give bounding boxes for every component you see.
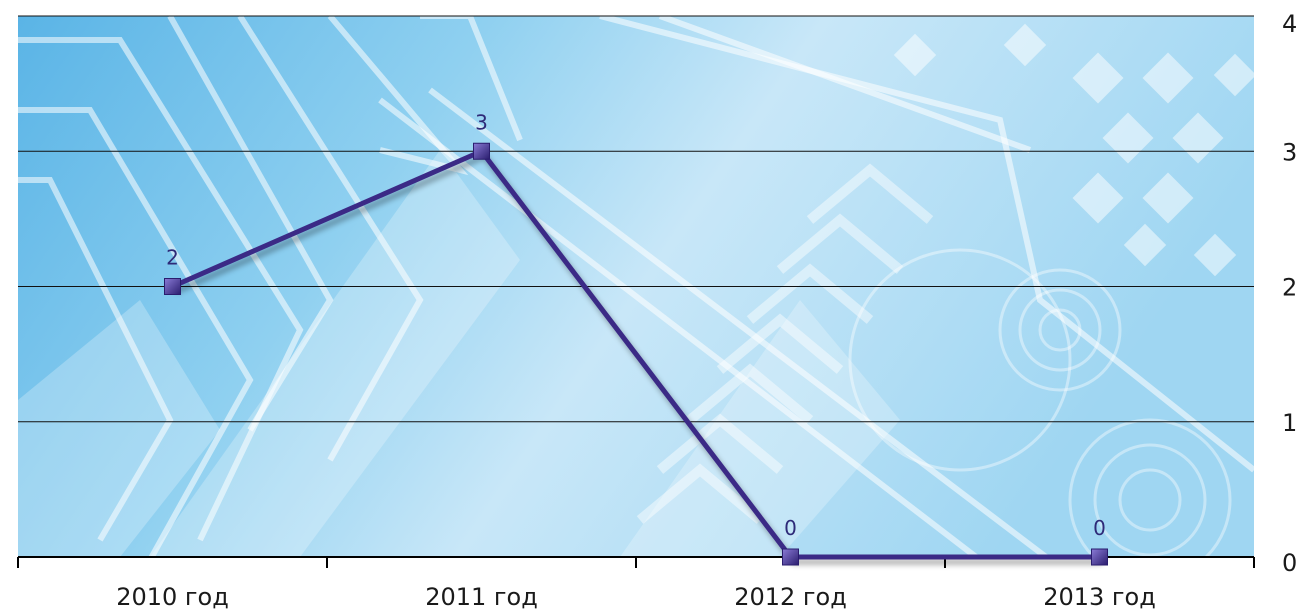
x-tick-label: 2013 год — [1043, 583, 1156, 610]
series-layer: 2 3 0 0 — [164, 110, 1108, 566]
y-tick-label: 4 — [1282, 10, 1297, 38]
data-point-marker — [164, 278, 181, 295]
series-line — [171, 148, 1100, 560]
x-tick-label: 2011 год — [425, 583, 538, 610]
gridlines — [18, 15, 1254, 423]
data-label: 3 — [475, 110, 488, 134]
data-point-marker — [782, 548, 799, 566]
x-tick-label: 2010 год — [116, 583, 229, 610]
data-label: 0 — [1093, 516, 1106, 540]
data-point-marker — [473, 142, 490, 160]
y-tick-label: 0 — [1282, 549, 1297, 577]
data-label: 2 — [166, 246, 179, 270]
y-tick-label: 1 — [1282, 409, 1297, 437]
y-axis: 0 1 2 3 4 — [1282, 10, 1297, 577]
x-tick-label: 2012 год — [734, 583, 847, 610]
y-tick-label: 2 — [1282, 274, 1297, 302]
data-label: 0 — [784, 516, 797, 540]
plot-background — [18, 13, 1257, 582]
data-point-marker — [1091, 548, 1108, 566]
x-axis: 2010 год 2011 год 2012 год 2013 год — [17, 556, 1255, 611]
y-tick-label: 3 — [1282, 138, 1297, 166]
